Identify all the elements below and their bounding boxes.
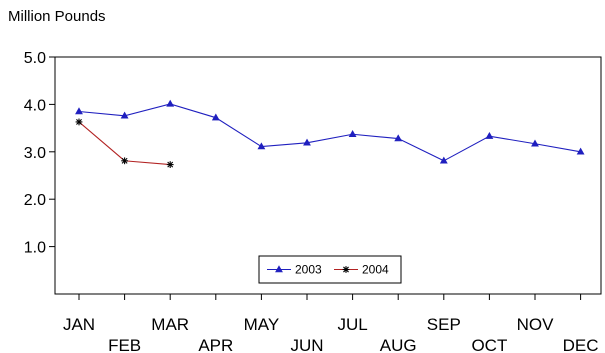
x-tick-label: JUN <box>290 336 323 353</box>
x-tick-label: JAN <box>63 315 95 334</box>
plot-area <box>54 56 602 295</box>
x-tick-label: OCT <box>471 336 507 353</box>
x-tick-label: SEP <box>427 315 461 334</box>
legend-label-2003: 2003 <box>295 263 322 277</box>
legend-label-2004: 2004 <box>362 263 389 277</box>
x-tick-label: JUL <box>337 315 367 334</box>
x-tick-label: APR <box>198 336 233 353</box>
y-tick-label: 1.0 <box>24 240 46 257</box>
data-point-2003 <box>257 142 266 150</box>
y-tick-label: 4.0 <box>24 97 46 114</box>
y-tick-label: 3.0 <box>24 145 46 162</box>
x-tick-label: MAR <box>151 315 189 334</box>
x-tick-label: AUG <box>380 336 417 353</box>
legend-marker-2004 <box>342 266 350 273</box>
data-point-2003 <box>485 131 494 139</box>
x-tick-label: MAY <box>244 315 280 334</box>
data-point-2003 <box>166 99 175 107</box>
y-tick-label: 2.0 <box>24 192 46 209</box>
x-tick-label: NOV <box>517 315 555 334</box>
legend: 2003 2004 <box>258 255 402 284</box>
data-point-2003 <box>439 156 448 164</box>
data-point-2003 <box>531 139 539 147</box>
data-point-2004 <box>121 157 128 165</box>
data-point-2003 <box>394 134 403 142</box>
series-line-2003 <box>78 103 581 162</box>
data-point-2003 <box>348 130 357 137</box>
data-point-2003 <box>576 147 585 155</box>
x-tick-label: FEB <box>108 336 141 353</box>
data-point-2004 <box>166 161 174 168</box>
legend-marker-2003 <box>275 265 283 273</box>
data-point-2003 <box>120 111 129 119</box>
y-tick-label: 5.0 <box>24 50 46 67</box>
data-point-2004 <box>75 118 83 126</box>
data-point-2003 <box>303 138 311 146</box>
y-axis-unit-label: Million Pounds <box>8 8 106 25</box>
x-tick-label: DEC <box>563 336 599 353</box>
data-point-2003 <box>75 107 83 115</box>
data-point-2003 <box>211 113 220 121</box>
